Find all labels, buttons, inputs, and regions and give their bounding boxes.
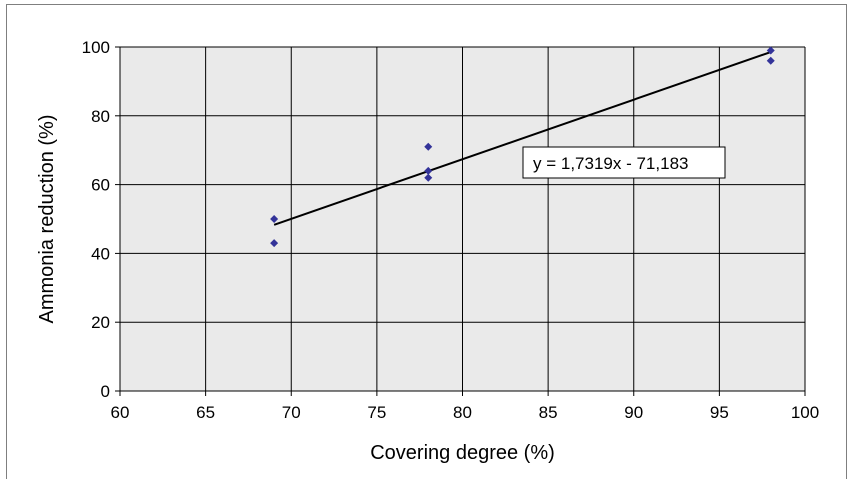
y-tick-label: 60 [91,176,110,195]
data-point [424,173,433,182]
y-tick-label: 80 [91,107,110,126]
y-tick-label: 20 [91,313,110,332]
data-point [424,142,433,151]
x-tick-label: 65 [196,403,215,422]
x-axis-ticks: 60 65 70 75 80 85 90 95 100 [111,391,819,422]
trendline-group [273,51,772,226]
trendline [273,51,772,226]
x-axis-title: Covering degree (%) [370,442,555,464]
x-tick-label: 80 [453,403,472,422]
data-point [270,239,279,248]
vertical-gridlines [119,47,806,391]
data-points [270,46,775,248]
data-point [424,166,433,175]
data-point [766,46,775,55]
data-point [270,215,279,223]
y-tick-label: 100 [82,38,110,57]
x-tick-label: 60 [111,403,130,422]
x-tick-label: 70 [282,403,301,422]
chart-frame [6,4,847,479]
y-axis-ticks: 0 20 40 60 80 100 [82,38,120,401]
y-axis-title: Ammonia reduction (%) [36,115,58,324]
y-tick-label: 40 [91,244,110,263]
x-tick-label: 100 [791,403,819,422]
x-tick-label: 95 [710,403,729,422]
y-tick-label: 0 [101,382,110,401]
x-tick-label: 90 [624,403,643,422]
equation-box-border [522,146,726,179]
data-point [766,56,775,65]
trendline-equation-box: y = 1,7319x - 71,183 [522,146,726,179]
x-tick-label: 85 [539,403,558,422]
x-tick-label: 75 [367,403,386,422]
trendline-equation-label: y = 1,7319x - 71,183 [533,154,688,173]
